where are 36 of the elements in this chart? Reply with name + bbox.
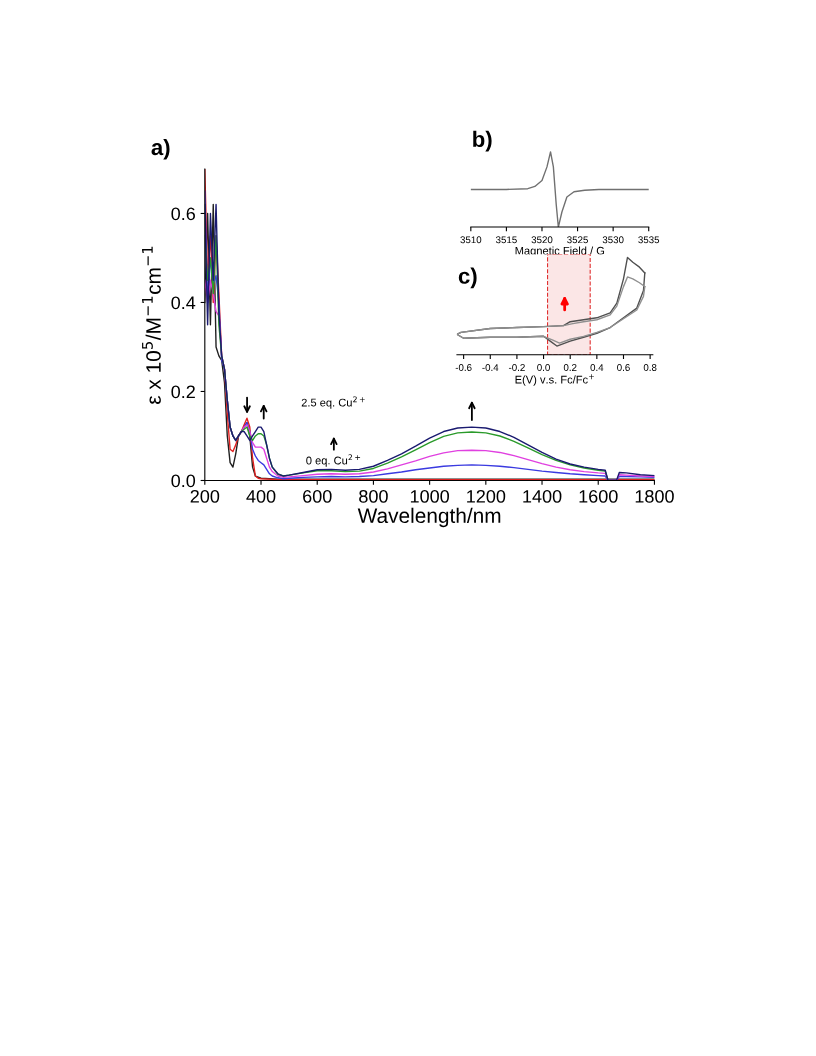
y-tick-label: 0.0 bbox=[171, 474, 196, 488]
x-tick-label: 3515 bbox=[495, 236, 517, 244]
y-tick-label: 0.4 bbox=[171, 296, 196, 310]
x-tick-label: -0.6 bbox=[455, 364, 472, 371]
chart-title: c) bbox=[458, 267, 477, 289]
x-tick-label: 3510 bbox=[460, 236, 482, 244]
x-tick-label: 1000 bbox=[410, 489, 449, 503]
x-tick-label: 1400 bbox=[523, 489, 562, 503]
y-axis-title: ε x 10$^{5}$/M$^{−1}$cm$^{−1}$ bbox=[142, 246, 161, 405]
chart-title: a) bbox=[151, 138, 170, 160]
x-tick-label: 0.8 bbox=[643, 364, 657, 371]
x-tick-label: 600 bbox=[303, 489, 332, 503]
x-tick-label: 0.2 bbox=[563, 364, 577, 371]
x-tick-label: 0.0 bbox=[537, 364, 550, 371]
x-tick-label: 1600 bbox=[579, 489, 618, 503]
x-tick-label: 200 bbox=[190, 489, 220, 503]
x-tick-label: 3525 bbox=[567, 236, 588, 244]
x-tick-label: 400 bbox=[246, 489, 276, 503]
y-tick-label: 0.2 bbox=[171, 385, 195, 399]
x-tick-label: 3530 bbox=[602, 236, 624, 244]
x-tick-label: 0.4 bbox=[590, 364, 604, 371]
chart-title: b) bbox=[473, 130, 492, 152]
x-axis-title: E(V) v.s. Fc/Fc$^{+}$ bbox=[515, 374, 594, 386]
x-tick-label: -0.4 bbox=[482, 364, 499, 371]
x-tick-label: 800 bbox=[359, 489, 388, 503]
y-tick-label: 0.6 bbox=[171, 207, 195, 221]
x-tick-label: 1800 bbox=[635, 489, 674, 503]
x-axis-title: Magnetic Field / G bbox=[515, 246, 605, 257]
annotation: 2.5 eq. Cu$^{2+}$ bbox=[301, 396, 365, 409]
x-tick-label: 1200 bbox=[467, 489, 506, 503]
x-tick-label: -0.2 bbox=[508, 364, 525, 371]
annotation: 0 eq. Cu$^{2+}$ bbox=[306, 454, 361, 467]
x-tick-label: 3520 bbox=[531, 236, 553, 244]
x-axis-title: Wavelength/nm bbox=[357, 507, 501, 528]
x-tick-label: 3535 bbox=[638, 236, 660, 244]
x-tick-label: 0.6 bbox=[617, 364, 630, 371]
